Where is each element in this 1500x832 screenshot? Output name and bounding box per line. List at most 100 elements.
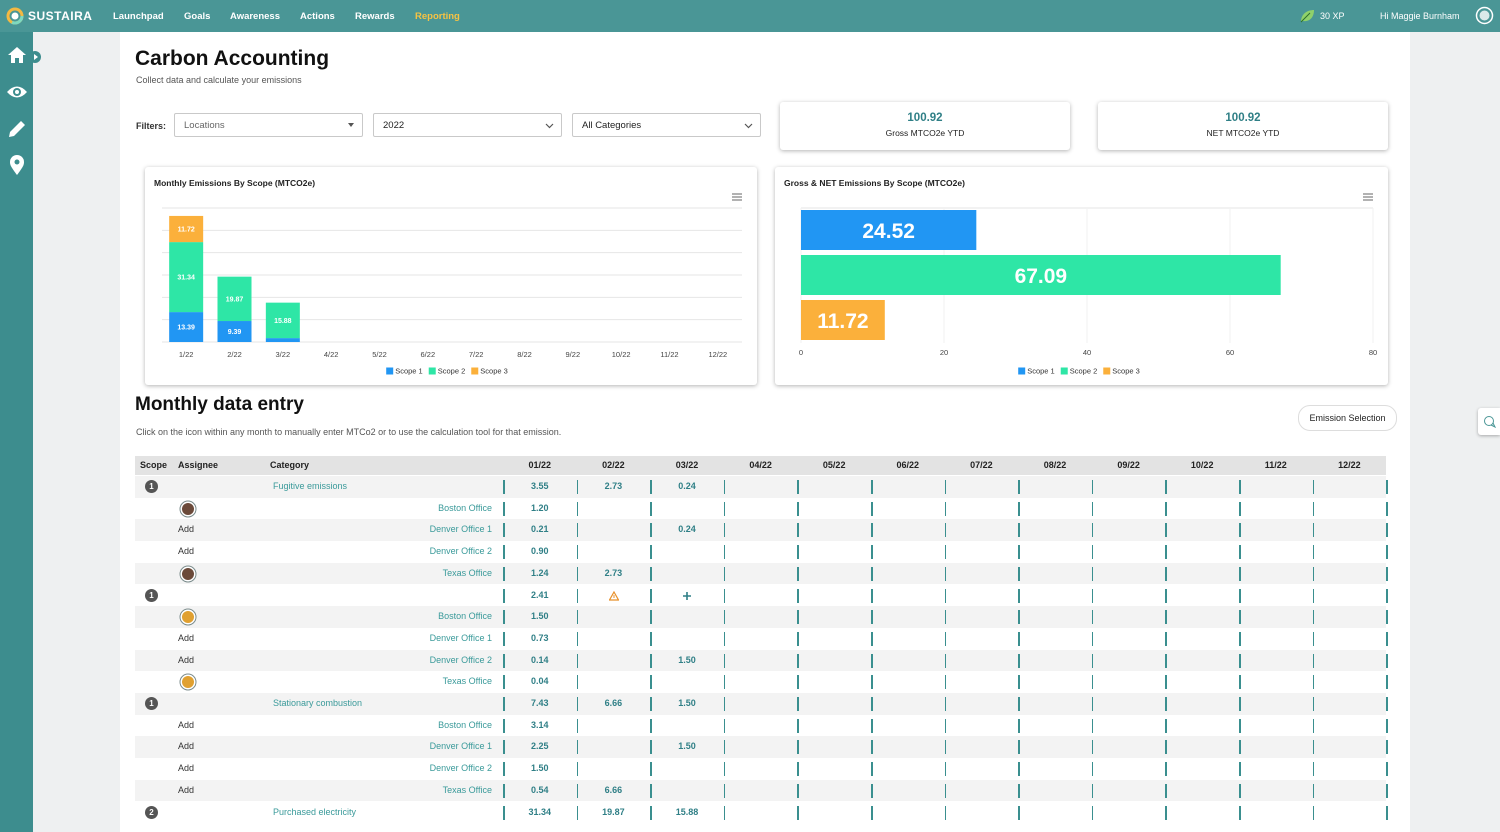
- assignee-add[interactable]: Add: [178, 741, 195, 752]
- chevron: [545, 123, 554, 129]
- month-value[interactable]: 0.21: [531, 524, 549, 535]
- month-value[interactable]: 1.50: [678, 698, 696, 708]
- month-value[interactable]: 1.24: [531, 567, 549, 578]
- chart-card: Gross & NET Emissions By Scope (MTCO2e) 0…: [775, 167, 1388, 385]
- expand-toggle[interactable]: [30, 50, 42, 64]
- legend-item: Scope 1: [1018, 367, 1055, 376]
- category-select[interactable]: All Categories: [572, 113, 761, 137]
- month-value[interactable]: 1.50: [531, 611, 549, 622]
- kpi-label: NET MTCO2e YTD: [1206, 128, 1280, 138]
- month-divider: [1386, 762, 1388, 777]
- month-divider: [871, 675, 873, 690]
- month-value[interactable]: 2.73: [604, 481, 623, 491]
- month-divider: [1312, 762, 1315, 777]
- location-select[interactable]: Locations: [174, 113, 363, 137]
- month-divider: [1386, 480, 1388, 494]
- month-divider: [1165, 783, 1167, 798]
- warning-icon[interactable]: [608, 590, 619, 601]
- column-header: 05/22: [822, 460, 846, 470]
- month-divider: [871, 566, 873, 581]
- assignee-avatar: [179, 673, 197, 691]
- month-value[interactable]: 0.24: [678, 524, 696, 535]
- month-divider: [1239, 740, 1241, 755]
- month-value[interactable]: 2.41: [531, 589, 549, 600]
- x-tick-label: 60: [1226, 348, 1234, 357]
- month-value[interactable]: 6.66: [604, 784, 623, 795]
- month-divider: [797, 480, 799, 494]
- legend-swatch: [1103, 367, 1111, 375]
- month-divider: [1018, 523, 1020, 538]
- month-value[interactable]: 2.73: [604, 567, 623, 578]
- month-divider: [944, 697, 947, 711]
- month-value[interactable]: 1.50: [678, 741, 696, 752]
- category: Denver Office 1: [429, 741, 492, 752]
- month-value[interactable]: 0.54: [531, 784, 549, 795]
- edit-icon[interactable]: [6, 118, 28, 140]
- data-label: 15.88: [274, 318, 292, 325]
- add-icon[interactable]: [682, 591, 692, 601]
- month-value[interactable]: 6.66: [604, 698, 623, 708]
- assignee-add[interactable]: Add: [178, 632, 195, 643]
- column-header: 09/22: [1117, 460, 1140, 470]
- month-divider: [503, 783, 505, 798]
- month-value[interactable]: 2.25: [531, 741, 549, 752]
- month-divider: [503, 740, 505, 755]
- month-divider: [797, 783, 799, 798]
- month-divider: [503, 545, 505, 560]
- category: Boston Office: [438, 611, 492, 622]
- month-value[interactable]: 1.20: [531, 502, 549, 513]
- month-value[interactable]: 0.24: [678, 481, 696, 491]
- table-row: Add Denver Office 1 0.73: [135, 627, 1388, 650]
- month-value[interactable]: 1.50: [531, 763, 549, 774]
- month-divider: [1386, 545, 1388, 560]
- month-divider: [797, 653, 799, 668]
- month-value[interactable]: 0.73: [531, 632, 549, 643]
- month-divider: [944, 523, 947, 538]
- month-divider: [650, 697, 652, 711]
- month-value[interactable]: 31.34: [528, 806, 552, 817]
- month-divider: [944, 740, 947, 755]
- home-icon[interactable]: [6, 44, 28, 66]
- nav-item[interactable]: Launchpad: [113, 11, 164, 22]
- greeting[interactable]: Hi Maggie Burnham: [1380, 11, 1460, 21]
- location-icon[interactable]: [8, 154, 26, 176]
- table-row: Texas Office 0.04: [135, 671, 1388, 693]
- month-value[interactable]: 3.55: [531, 481, 549, 491]
- assignee-add[interactable]: Add: [178, 654, 195, 665]
- avatar[interactable]: [1475, 6, 1494, 25]
- nav-item[interactable]: Rewards: [355, 11, 395, 22]
- year-select[interactable]: 2022: [373, 113, 562, 137]
- month-value[interactable]: 0.04: [531, 676, 549, 687]
- month-divider: [1091, 523, 1094, 538]
- month-value[interactable]: 19.87: [602, 806, 625, 817]
- nav-item[interactable]: Actions: [300, 11, 335, 22]
- month-value[interactable]: 1.50: [678, 654, 696, 665]
- assignee-add[interactable]: Add: [178, 524, 195, 535]
- section-title: Monthly data entry: [135, 394, 304, 415]
- month-value[interactable]: 15.88: [675, 806, 699, 817]
- nav-item[interactable]: Goals: [184, 11, 211, 22]
- month-value[interactable]: 3.14: [531, 719, 549, 730]
- month-value[interactable]: 0.90: [531, 546, 549, 557]
- month-divider: [1312, 653, 1315, 668]
- assignee-add[interactable]: Add: [178, 546, 195, 557]
- assignee-add[interactable]: Add: [178, 784, 195, 795]
- page-subtitle: Collect data and calculate your emission…: [136, 75, 302, 85]
- month-value[interactable]: 0.14: [531, 654, 549, 665]
- legend-item: Scope 2: [1060, 367, 1097, 376]
- nav-item[interactable]: Reporting: [415, 11, 460, 22]
- eye-icon[interactable]: [6, 82, 28, 102]
- nav-item[interactable]: Awareness: [230, 11, 280, 22]
- assignee-add[interactable]: Add: [178, 763, 195, 774]
- month-divider: [944, 653, 947, 668]
- column-header: Category: [270, 460, 310, 470]
- month-divider: [871, 523, 873, 538]
- month-divider: [1239, 653, 1241, 668]
- column-header: 12/22: [1338, 460, 1361, 470]
- emission-selection-button[interactable]: Emission Selection: [1298, 405, 1397, 431]
- chat-button[interactable]: [1478, 408, 1500, 435]
- x-tick-label: 8/22: [517, 350, 532, 359]
- month-value[interactable]: 7.43: [531, 698, 549, 708]
- assignee-add[interactable]: Add: [178, 719, 195, 730]
- assignee-avatar: [179, 608, 197, 626]
